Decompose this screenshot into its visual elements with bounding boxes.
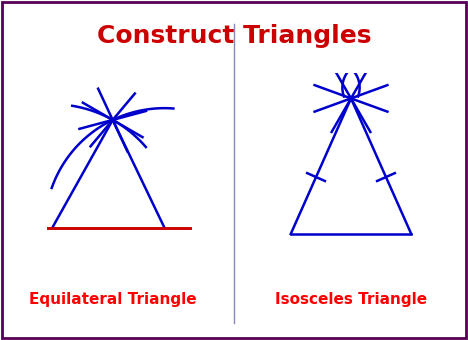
Text: Isosceles Triangle: Isosceles Triangle <box>275 292 427 307</box>
Text: Construct Triangles: Construct Triangles <box>97 24 371 48</box>
Text: Equilateral Triangle: Equilateral Triangle <box>29 292 197 307</box>
